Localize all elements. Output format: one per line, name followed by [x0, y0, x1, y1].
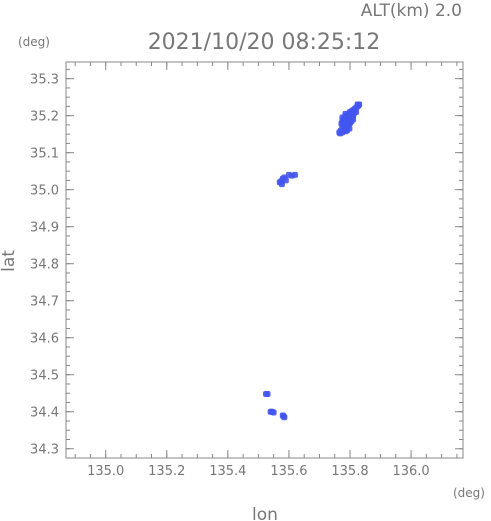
y-tick-label: 34.3 — [30, 443, 59, 458]
x-tick-label: 135.6 — [270, 464, 307, 479]
altitude-label: ALT(km) 2.0 — [361, 1, 462, 21]
data-point — [340, 121, 347, 128]
data-point — [292, 171, 299, 178]
x-tick-label: 136.0 — [392, 464, 429, 479]
y-tick-label: 35.3 — [30, 73, 59, 88]
x-tick-label: 135.4 — [209, 464, 246, 479]
plot-frame — [65, 61, 464, 459]
y-tick-label: 34.9 — [30, 221, 59, 236]
x-axis-unit: (deg) — [453, 486, 485, 500]
y-tick-label: 34.6 — [30, 332, 59, 347]
x-tick-label: 135.8 — [331, 464, 368, 479]
y-tick-label: 34.8 — [30, 258, 59, 273]
y-tick-label: 34.5 — [30, 369, 59, 384]
y-axis-label: lat — [0, 250, 19, 272]
data-point — [280, 413, 287, 420]
y-axis-unit: (deg) — [18, 35, 50, 49]
x-tick-label: 135.2 — [148, 464, 185, 479]
data-point — [264, 390, 271, 397]
y-tick-label: 35.1 — [30, 147, 59, 162]
data-point — [355, 102, 362, 109]
axis-ticks: 135.0 135.2 135.4 135.6 135.8 136.0 34.3 34.4 34… — [30, 62, 463, 479]
data-point — [270, 409, 277, 416]
data-points — [263, 101, 363, 421]
y-tick-label: 34.4 — [30, 406, 59, 421]
data-point — [337, 127, 344, 134]
y-tick-label: 35.0 — [30, 184, 59, 199]
chart-title: 2021/10/20 08:25:12 — [148, 30, 381, 55]
x-axis-label: lon — [252, 505, 278, 521]
data-point — [342, 110, 349, 117]
data-point — [353, 108, 360, 115]
x-tick-label: 135.0 — [87, 464, 124, 479]
y-tick-label: 35.2 — [30, 110, 59, 125]
y-tick-label: 34.7 — [30, 295, 59, 310]
data-point — [278, 181, 285, 188]
